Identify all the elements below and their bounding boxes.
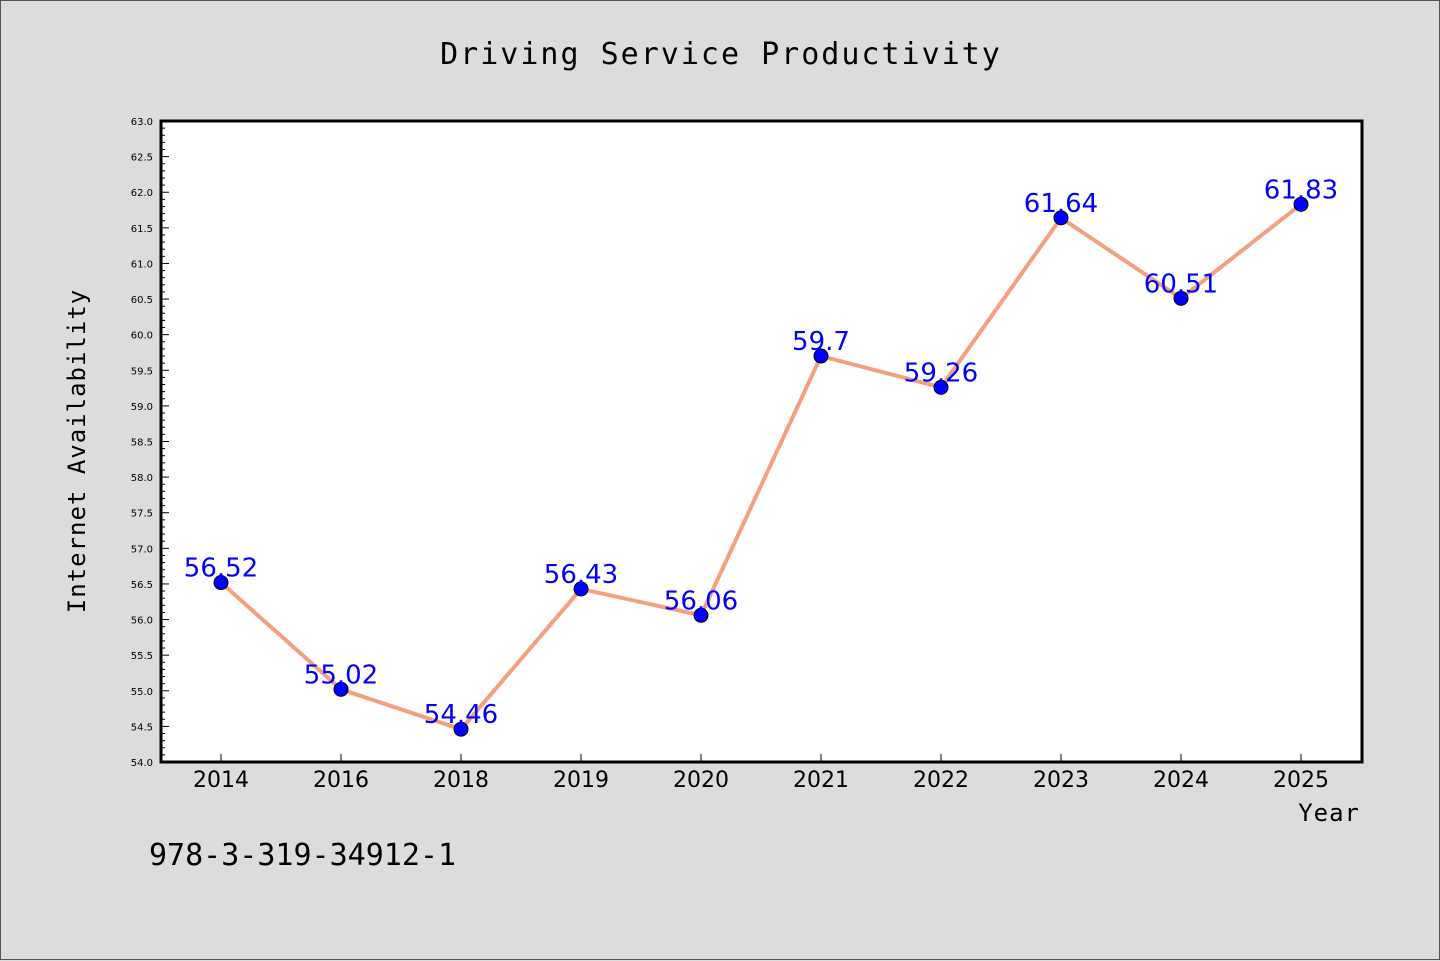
chart-title: Driving Service Productivity: [440, 37, 1002, 72]
y-tick-label: 60.5: [131, 295, 153, 306]
x-axis-label: Year: [1298, 799, 1360, 827]
data-point-marker: [453, 721, 469, 737]
x-tick-label: 2020: [673, 768, 729, 793]
data-point-marker: [1293, 196, 1309, 212]
x-tick-label: 2023: [1033, 768, 1089, 793]
y-tick-label: 58.0: [131, 473, 153, 484]
x-tick-label: 2014: [193, 768, 249, 793]
data-label: 59.26: [904, 358, 978, 388]
data-point-marker: [213, 575, 229, 591]
x-tick-label: 2024: [1153, 768, 1209, 793]
y-tick-label: 56.0: [131, 616, 153, 627]
x-tick-label: 2016: [313, 768, 369, 793]
data-label: 56.43: [544, 560, 618, 590]
y-axis-label: Internet Availability: [63, 289, 91, 613]
plot-area: [159, 119, 1364, 764]
y-tick-label: 61.5: [131, 224, 153, 235]
y-tick-label: 59.5: [131, 366, 153, 377]
series-layer: [213, 196, 1309, 737]
data-point-marker: [813, 348, 829, 364]
y-tick-label: 60.0: [131, 331, 153, 342]
data-point-marker: [933, 379, 949, 395]
y-tick-label: 62.5: [131, 153, 153, 164]
y-tick-label: 57.0: [131, 544, 153, 555]
data-label: 60.51: [1144, 269, 1218, 299]
y-tick-label: 54.5: [131, 722, 153, 733]
data-label: 56.06: [664, 586, 738, 616]
data-label-layer: 56.52 55.02 54.46 56.43 56.06 59.7 59.26 61.64 6…: [184, 175, 1338, 730]
y-axis: 54.0 54.5 55.0 55.5 56.0 56.5 57.0 57.5 58.0 58.5…: [131, 117, 169, 769]
x-tick-label: 2018: [433, 768, 489, 793]
data-point-marker: [1053, 210, 1069, 226]
footnote-isbn: 978-3-319-34912-1: [149, 838, 456, 873]
x-tick-label: 2021: [793, 768, 849, 793]
data-point-marker: [1173, 290, 1189, 306]
y-tick-label: 58.5: [131, 438, 153, 449]
y-tick-label: 62.0: [131, 188, 153, 199]
y-tick-label: 56.5: [131, 580, 153, 591]
y-tick-label: 63.0: [131, 117, 153, 128]
y-tick-label: 55.0: [131, 687, 153, 698]
data-label: 61.83: [1264, 175, 1338, 205]
data-label: 55.02: [304, 660, 378, 690]
data-label: 59.7: [792, 327, 850, 357]
data-point-marker: [573, 581, 589, 597]
x-tick-label: 2019: [553, 768, 609, 793]
data-label: 54.46: [424, 700, 498, 730]
data-label: 61.64: [1024, 189, 1098, 219]
x-tick-label: 2025: [1273, 768, 1329, 793]
x-axis: 2014 2016 2018 2019 2020 2021 2022 2023 2024 2025: [193, 754, 1329, 793]
y-tick-label: 54.0: [131, 758, 153, 769]
y-tick-label: 55.5: [131, 651, 153, 662]
y-tick-label: 59.0: [131, 402, 153, 413]
series-line: [219, 202, 1303, 732]
data-point-marker: [693, 607, 709, 623]
data-label: 56.52: [184, 554, 258, 584]
x-tick-label: 2022: [913, 768, 969, 793]
y-tick-label: 57.5: [131, 509, 153, 520]
y-tick-label: 61.0: [131, 259, 153, 270]
data-point-marker: [333, 681, 349, 697]
